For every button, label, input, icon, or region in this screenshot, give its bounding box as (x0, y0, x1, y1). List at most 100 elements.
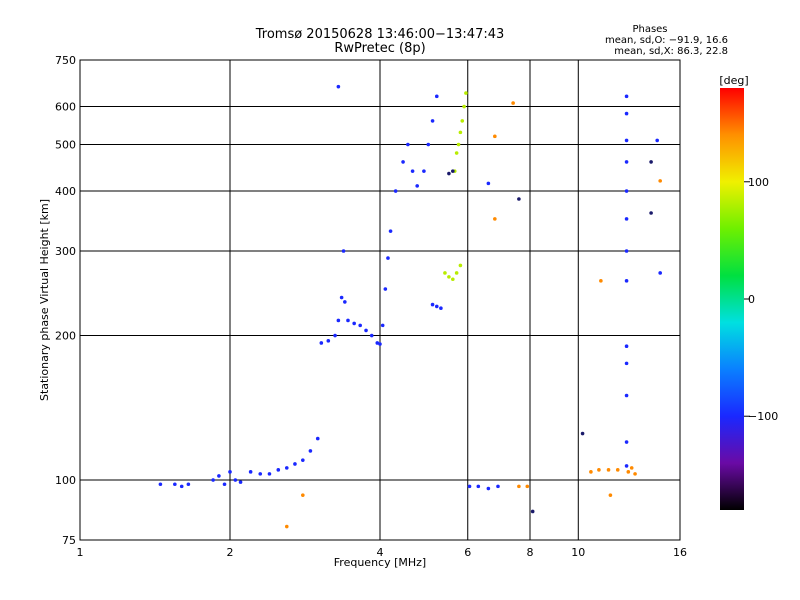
data-point (238, 480, 243, 484)
data-point (451, 169, 455, 173)
data-point (258, 472, 263, 476)
data-point (626, 470, 631, 474)
grid-lines (80, 60, 680, 540)
data-point (462, 104, 466, 109)
data-point (415, 184, 419, 188)
data-point (380, 323, 385, 328)
data-points (158, 84, 662, 529)
data-point (217, 474, 221, 478)
x-tick-label: 16 (673, 546, 687, 559)
x-tick-label: 4 (377, 546, 384, 559)
data-point (319, 341, 324, 345)
y-tick-label: 100 (55, 474, 76, 487)
chart-subtitle: RwPretec (8p) (334, 41, 425, 56)
data-point (458, 130, 463, 135)
data-point (352, 321, 356, 326)
stats-o: mean, sd,O: −91.9, 16.6 (605, 35, 728, 46)
data-point (580, 431, 585, 436)
x-tick-label: 2 (227, 546, 234, 559)
data-point (517, 484, 521, 489)
data-point (343, 300, 347, 304)
colorbar-tick-label: 100 (748, 176, 769, 189)
data-point (430, 302, 435, 307)
data-point (439, 306, 443, 311)
data-point (496, 484, 500, 489)
data-point (336, 318, 341, 323)
data-point (336, 84, 341, 89)
data-point (476, 484, 481, 489)
chart-title: Tromsø 20150628 13:46:00−13:47:43 (255, 27, 505, 42)
data-point (589, 470, 593, 474)
data-point (454, 151, 459, 155)
y-tick-label: 600 (55, 101, 76, 114)
x-tick-label: 10 (571, 546, 585, 559)
data-point (434, 94, 439, 99)
data-point (454, 271, 459, 275)
data-point (284, 524, 289, 529)
y-tick-label: 500 (55, 139, 76, 152)
stats-header: Phases (632, 24, 667, 35)
data-point (233, 478, 238, 482)
y-tick-label: 75 (62, 534, 76, 547)
y-axis-label: Stationary phase Virtual Height [km] (38, 199, 51, 401)
data-point (624, 440, 629, 444)
data-point (301, 493, 305, 497)
data-point (179, 484, 184, 489)
data-point (624, 249, 629, 253)
data-point (276, 468, 281, 472)
data-point (451, 277, 455, 282)
data-point (346, 318, 350, 323)
x-tick-label: 6 (464, 546, 471, 559)
data-point (458, 263, 463, 268)
data-point (443, 271, 447, 275)
data-point (624, 94, 629, 99)
data-point (326, 339, 331, 343)
data-point (430, 119, 435, 123)
data-point (341, 249, 346, 253)
colorbar-label: [deg] (719, 74, 748, 87)
data-point (248, 470, 253, 474)
data-point (597, 468, 601, 472)
data-point (530, 509, 535, 514)
data-point (608, 493, 613, 497)
y-axis-ticks: 75 100 200 300 400 500 600 750 (55, 54, 76, 547)
colorbar: [deg] 100 0 −100 (719, 74, 778, 510)
data-point (486, 486, 491, 491)
colorbar-gradient (720, 88, 744, 510)
data-point (649, 160, 653, 164)
data-point (517, 197, 521, 201)
y-tick-label: 300 (55, 245, 76, 258)
data-point (447, 171, 451, 176)
data-point (369, 333, 374, 338)
data-point (460, 119, 465, 123)
data-point (228, 470, 232, 474)
data-point (364, 328, 368, 333)
data-point (624, 464, 629, 468)
data-point (447, 275, 451, 279)
data-point (222, 482, 227, 487)
y-tick-label: 200 (55, 330, 76, 343)
colorbar-tick-label: 0 (748, 293, 755, 306)
data-point (511, 101, 515, 105)
data-point (434, 304, 439, 309)
data-point (410, 169, 415, 173)
data-point (655, 138, 659, 143)
x-tick-label: 1 (77, 546, 84, 559)
data-point (386, 256, 390, 260)
data-point (525, 484, 530, 489)
y-tick-label: 750 (55, 54, 76, 67)
data-point (401, 160, 405, 164)
data-point (464, 91, 468, 95)
data-point (658, 271, 662, 275)
data-point (624, 279, 629, 283)
data-point (486, 181, 491, 186)
data-point (358, 323, 362, 328)
data-point (388, 229, 393, 233)
data-point (624, 189, 629, 193)
data-point (456, 142, 461, 147)
data-point (186, 482, 191, 487)
x-tick-label: 8 (527, 546, 534, 559)
data-point (308, 449, 313, 453)
data-point (633, 472, 637, 476)
